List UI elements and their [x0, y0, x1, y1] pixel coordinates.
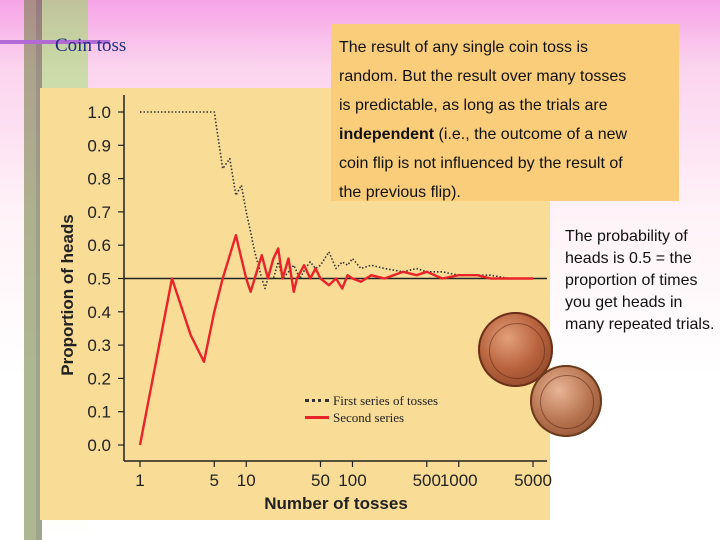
callout-line: random. But the result over many tosses — [339, 68, 627, 85]
x-tick-label: 10 — [237, 471, 256, 490]
legend-item-first: First series of tosses — [305, 392, 438, 409]
x-tick-label: 5 — [210, 471, 219, 490]
x-tick-label: 50 — [311, 471, 330, 490]
legend-swatch-dotted — [305, 399, 329, 402]
y-tick-label: 0.9 — [87, 136, 111, 155]
penny-tails-image — [530, 365, 602, 437]
series-first-line — [140, 111, 533, 290]
callout-line-rest: (i.e., the outcome of a new — [434, 126, 628, 143]
x-tick-label: 500 — [413, 471, 441, 490]
explanation-callout: The result of any single coin toss is ra… — [331, 24, 679, 201]
y-tick-label: 0.2 — [87, 369, 111, 388]
legend-swatch-solid — [305, 416, 329, 419]
decor-stripe — [36, 0, 42, 540]
y-axis-label: Proportion of heads — [58, 214, 77, 376]
y-tick-label: 0.6 — [87, 236, 111, 255]
decor-bar — [0, 40, 110, 44]
callout-line: coin flip is not influenced by the resul… — [339, 155, 623, 172]
probability-note: The probability of heads is 0.5 = the pr… — [565, 228, 715, 333]
y-tick-label: 0.5 — [87, 270, 111, 289]
callout-line: is predictable, as long as the trials ar… — [339, 97, 608, 114]
chart-legend: First series of tosses Second series — [305, 392, 438, 426]
y-tick-label: 0.7 — [87, 203, 111, 222]
x-tick-label: 1000 — [440, 471, 478, 490]
y-tick-label: 0.1 — [87, 403, 111, 422]
callout-line: independent (i.e., the outcome of a new — [339, 120, 671, 149]
series-second-line — [138, 233, 533, 446]
y-tick-label: 0.0 — [87, 436, 111, 455]
callout-line: the previous flip). — [339, 184, 461, 201]
slide-title: Coin toss — [55, 35, 127, 56]
x-tick-label: 5000 — [514, 471, 552, 490]
legend-label: First series of tosses — [333, 392, 439, 408]
y-tick-label: 0.4 — [87, 303, 111, 322]
y-tick-label: 0.8 — [87, 170, 111, 189]
callout-line: The result of any single coin toss is — [339, 39, 589, 56]
bold-term: independent — [339, 126, 435, 143]
legend-label: Second series — [333, 409, 405, 425]
x-axis-label: Number of tosses — [264, 494, 408, 513]
y-tick-label: 0.3 — [87, 336, 111, 355]
decor-stripe — [24, 0, 36, 540]
legend-item-second: Second series — [305, 409, 438, 426]
y-tick-label: 1.0 — [87, 103, 111, 122]
x-tick-label: 1 — [135, 471, 144, 490]
x-tick-label: 100 — [338, 471, 366, 490]
